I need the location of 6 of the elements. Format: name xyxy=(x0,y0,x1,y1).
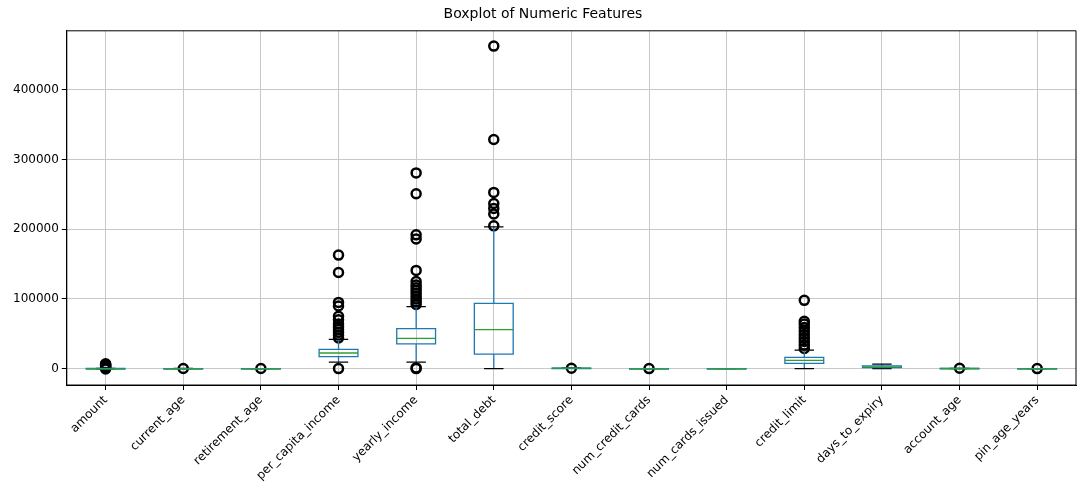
y-tick-label: 0 xyxy=(51,360,59,375)
y-tick-label: 300000 xyxy=(13,151,59,166)
chart-title: Boxplot of Numeric Features xyxy=(443,5,643,22)
y-tick-label: 100000 xyxy=(13,291,59,306)
y-tick-label: 200000 xyxy=(13,221,59,236)
y-tick-label: 400000 xyxy=(13,82,59,97)
